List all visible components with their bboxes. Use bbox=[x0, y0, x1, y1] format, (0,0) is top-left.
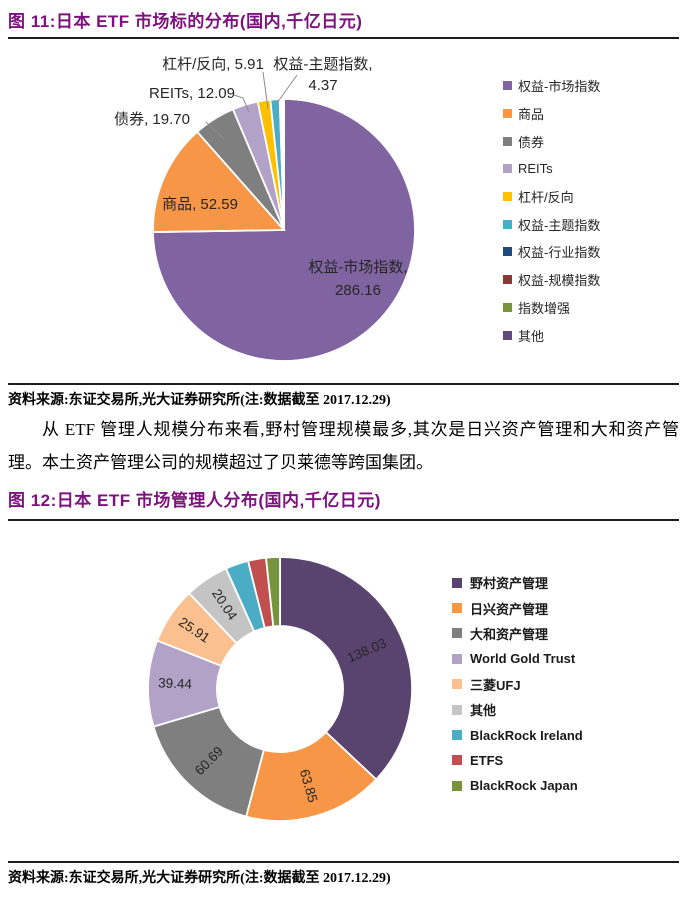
legend-swatch-icon bbox=[503, 302, 512, 312]
figure12-bottom-rule bbox=[8, 861, 679, 863]
figure11-pie-chart: 权益-市场指数, 286.16 商品, 52.59 债券, 19.70 REITs, 1… bbox=[114, 56, 416, 362]
legend-item-8: BlackRock Japan bbox=[452, 773, 583, 798]
figure11-caption-rule bbox=[8, 37, 679, 39]
legend-item-5: 权益-主题指数 bbox=[503, 210, 600, 238]
legend-swatch-icon bbox=[452, 679, 462, 690]
legend-swatch-icon bbox=[503, 219, 512, 229]
legend-item-7: 权益-规模指数 bbox=[503, 266, 600, 294]
legend-item-7: ETFS bbox=[452, 748, 583, 773]
figure11-caption: 图 11:日本 ETF 市场标的分布(国内,千亿日元) bbox=[8, 12, 363, 31]
legend-swatch-icon bbox=[503, 136, 512, 146]
figure12-source-note: 资料来源:东证交易所,光大证券研究所(注:数据截至 2017.12.29) bbox=[8, 871, 391, 886]
data-label-0-line1: 权益-市场指数, bbox=[308, 259, 407, 276]
legend-swatch-icon bbox=[452, 704, 462, 715]
legend-swatch-icon bbox=[503, 81, 512, 91]
data-label-5-line2: 4.37 bbox=[308, 77, 337, 94]
legend-item-9: 其他 bbox=[503, 321, 600, 349]
legend-item-1: 商品 bbox=[503, 100, 600, 128]
legend-item-label: ETFS bbox=[470, 752, 504, 768]
legend-swatch-icon bbox=[503, 109, 512, 119]
data-label-5-line1: 权益-主题指数, bbox=[273, 56, 372, 73]
legend-item-1: 日兴资产管理 bbox=[452, 595, 583, 620]
data-label-0-line2: 286.16 bbox=[335, 282, 381, 299]
legend-swatch-icon bbox=[452, 603, 462, 614]
body-paragraph: 从 ETF 管理人规模分布来看,野村管理规模最多,其次是日兴资产管理和大和资产管… bbox=[8, 420, 679, 472]
legend-item-6: BlackRock Ireland bbox=[452, 722, 583, 747]
legend-swatch-icon bbox=[503, 164, 512, 174]
leader-line-2 bbox=[205, 121, 225, 140]
legend-item-label: 债券 bbox=[518, 134, 545, 150]
legend-item-4: 杠杆/反向 bbox=[503, 183, 600, 211]
pie-slice-8 bbox=[265, 556, 281, 628]
pie-slice-1 bbox=[152, 130, 286, 233]
legend-item-2: 大和资产管理 bbox=[452, 621, 583, 646]
legend-item-label: 野村资产管理 bbox=[470, 576, 549, 592]
figure11-source-note: 资料来源:东证交易所,光大证券研究所(注:数据截至 2017.12.29) bbox=[8, 393, 391, 408]
legend-item-label: 指数增强 bbox=[518, 300, 571, 316]
figure11-legend: 权益-市场指数 商品债券 REITs 杠杆/反向权益-主题指数 权益-行业指数 权益-规模… bbox=[503, 72, 600, 349]
legend-item-2: 债券 bbox=[503, 127, 600, 155]
legend-item-5: 其他 bbox=[452, 697, 583, 722]
legend-swatch-icon bbox=[503, 247, 512, 257]
legend-item-label: 权益-行业指数 bbox=[518, 245, 601, 261]
legend-swatch-icon bbox=[503, 275, 512, 285]
legend-item-label: 权益-市场指数 bbox=[518, 79, 601, 95]
legend-item-label: 商品 bbox=[518, 107, 545, 123]
data-label-3: REITs, 12.09 bbox=[149, 85, 235, 102]
legend-item-8: 指数增强 bbox=[503, 294, 600, 322]
legend-swatch-icon bbox=[452, 780, 462, 791]
pie-slice-2 bbox=[152, 705, 265, 818]
data-label-1: 商品, 52.59 bbox=[162, 196, 238, 213]
legend-item-label: 其他 bbox=[470, 703, 497, 719]
legend-item-6: 权益-行业指数 bbox=[503, 238, 600, 266]
legend-swatch-icon bbox=[452, 730, 462, 741]
legend-item-label: 大和资产管理 bbox=[470, 626, 549, 642]
legend-swatch-icon bbox=[452, 755, 462, 766]
legend-item-label: REITs bbox=[518, 161, 553, 177]
legend-item-label: BlackRock Ireland bbox=[470, 727, 583, 743]
pie-slice-9 bbox=[282, 98, 285, 231]
legend-item-label: BlackRock Japan bbox=[470, 778, 578, 794]
legend-item-4: 三菱UFJ bbox=[452, 672, 583, 697]
data-label-4: 杠杆/反向, 5.91 bbox=[162, 56, 264, 73]
pie-slice-0 bbox=[279, 556, 413, 781]
legend-item-3: REITs bbox=[503, 155, 600, 183]
legend-swatch-icon bbox=[503, 192, 512, 202]
legend-item-0: 权益-市场指数 bbox=[503, 72, 600, 100]
leader-line-5 bbox=[276, 74, 298, 104]
legend-item-label: 杠杆/反向 bbox=[518, 190, 574, 206]
figure12-caption-rule bbox=[8, 519, 679, 521]
legend-swatch-icon bbox=[452, 577, 462, 588]
leader-line-3 bbox=[233, 94, 250, 113]
legend-item-label: 日兴资产管理 bbox=[470, 601, 549, 617]
legend-item-label: 权益-主题指数 bbox=[518, 217, 601, 233]
figure12-caption: 图 12:日本 ETF 市场管理人分布(国内,千亿日元) bbox=[8, 491, 381, 510]
leader-line-4 bbox=[262, 71, 269, 110]
legend-item-3: World Gold Trust bbox=[452, 646, 583, 671]
figure12-legend: 野村资产管理 日兴资产管理 大和资产管理 World Gold Trust 三菱UFJ 其… bbox=[452, 570, 583, 799]
data-label-2: 债券, 19.70 bbox=[114, 111, 190, 128]
figure11-bottom-rule bbox=[8, 383, 679, 385]
legend-item-label: 三菱UFJ bbox=[470, 677, 521, 693]
legend-swatch-icon bbox=[503, 330, 512, 340]
legend-item-0: 野村资产管理 bbox=[452, 570, 583, 595]
data-label-3: 39.44 bbox=[158, 675, 193, 691]
legend-item-label: 其他 bbox=[518, 328, 545, 344]
pie-slice-0 bbox=[152, 98, 416, 362]
legend-item-label: World Gold Trust bbox=[470, 651, 576, 667]
legend-item-label: 权益-规模指数 bbox=[518, 273, 601, 289]
legend-swatch-icon bbox=[452, 628, 462, 639]
legend-swatch-icon bbox=[452, 653, 462, 664]
